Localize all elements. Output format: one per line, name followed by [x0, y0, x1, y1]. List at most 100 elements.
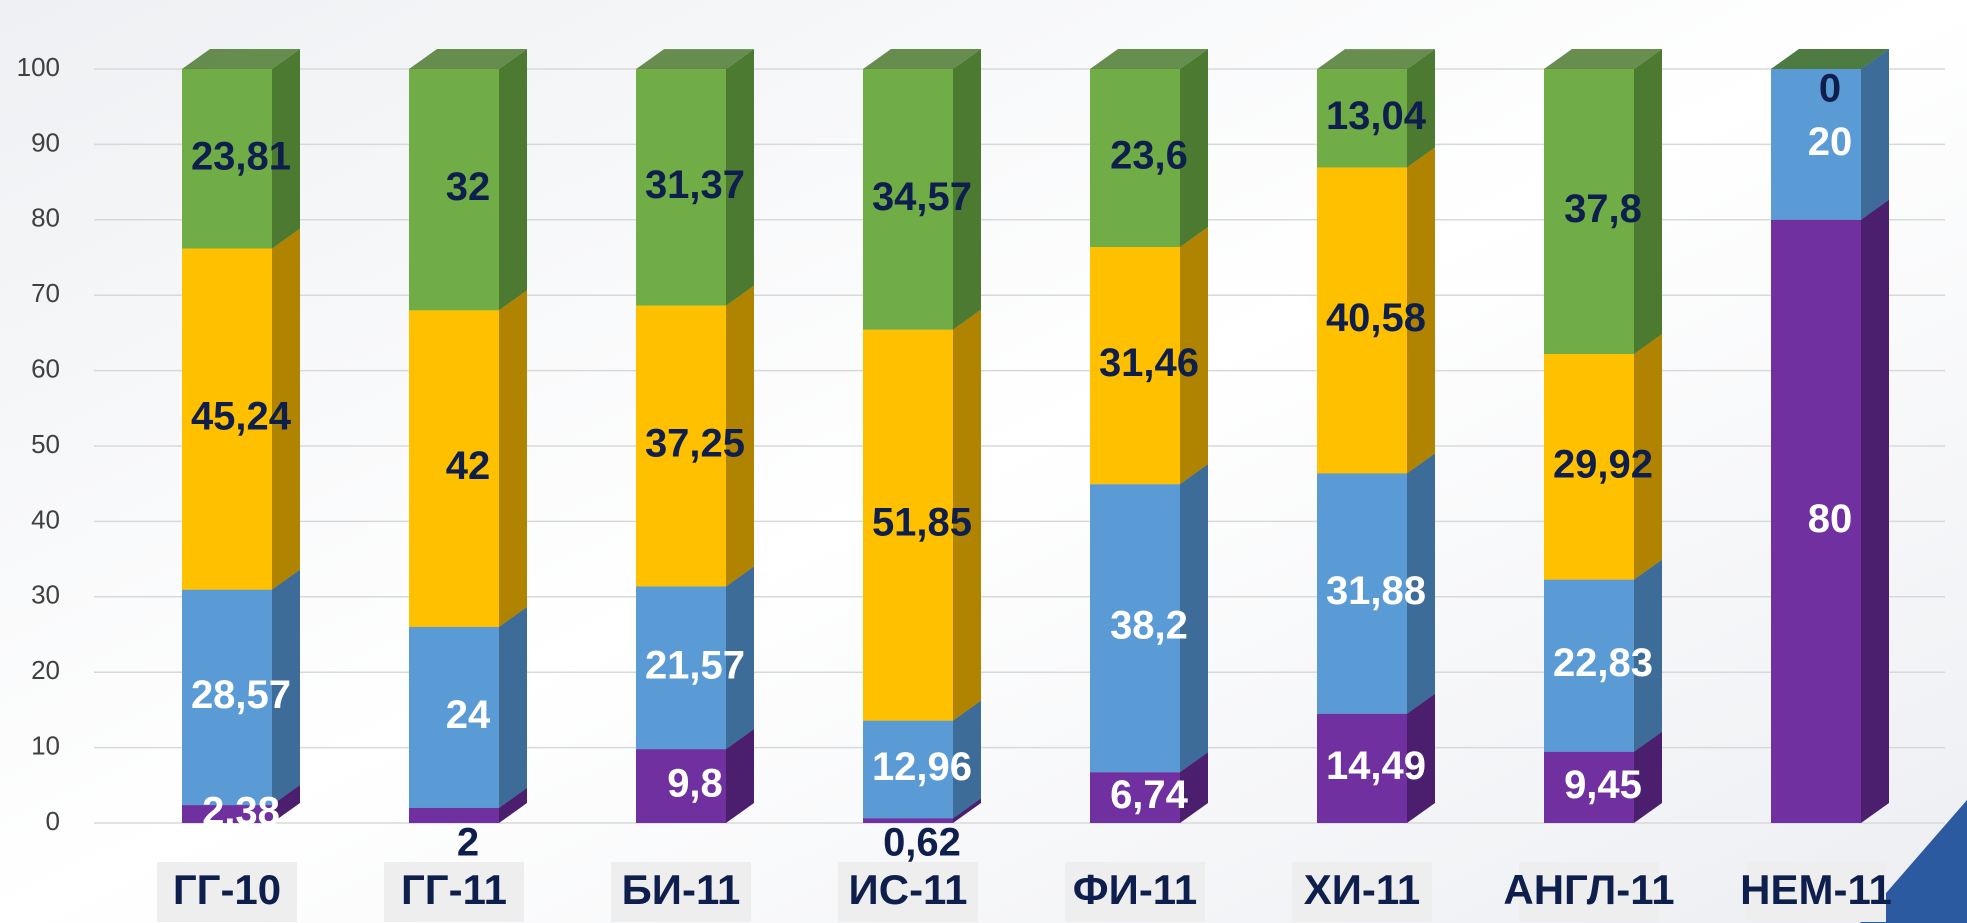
data-label: 20: [1808, 120, 1853, 164]
bar-side: [499, 290, 527, 627]
bar-side: [726, 49, 754, 306]
bar: [636, 749, 726, 823]
bar: [182, 69, 272, 249]
data-label: 51,85: [872, 501, 972, 545]
y-tick-label: 80: [31, 203, 60, 233]
bar-top: [1544, 49, 1662, 69]
bar: [182, 589, 272, 806]
bar-top: [1090, 49, 1208, 69]
data-label: 14,49: [1326, 744, 1426, 788]
bar-top: [863, 49, 981, 69]
data-label: 2: [457, 821, 479, 865]
data-label: 37,25: [645, 422, 745, 466]
bar-side: [1634, 559, 1662, 752]
data-label: 40,58: [1326, 296, 1426, 340]
bar: [409, 807, 499, 823]
y-tick-label: 100: [17, 52, 60, 82]
bar: [1317, 713, 1407, 823]
bar: [863, 329, 953, 721]
bar: [1544, 579, 1634, 752]
y-tick-label: 60: [31, 353, 60, 383]
data-label: 31,88: [1326, 569, 1426, 613]
y-tick-label: 10: [31, 730, 60, 760]
bar-side: [1634, 334, 1662, 580]
x-tick-label-bg: [1292, 862, 1432, 922]
x-tick-label: НЕМ-11: [1740, 866, 1892, 913]
data-label: 29,92: [1553, 442, 1653, 486]
bar-side: [1634, 49, 1662, 355]
bar-side: [1180, 226, 1208, 485]
data-label: 2,38: [202, 790, 280, 834]
bar: [1090, 69, 1180, 247]
bar: [1090, 772, 1180, 823]
corner-decoration: [1860, 800, 1967, 923]
data-label: 80: [1808, 497, 1853, 541]
bar-side: [1180, 752, 1208, 823]
data-label: 9,8: [667, 762, 723, 806]
x-tick-label: ГГ-10: [173, 866, 281, 913]
data-label: 31,46: [1099, 341, 1199, 385]
bar-side: [499, 787, 527, 823]
bar: [1317, 69, 1407, 168]
bar-top: [409, 49, 527, 69]
bar-top: [636, 49, 754, 70]
data-label: 0,62: [883, 821, 961, 865]
bar: [863, 818, 953, 823]
x-tick-label-bg: [157, 862, 297, 922]
bar: [182, 248, 272, 590]
bar: [636, 69, 726, 306]
bar-side: [272, 785, 300, 823]
y-tick-label: 90: [31, 127, 60, 157]
bar: [1771, 219, 1861, 824]
bar-side: [953, 49, 981, 330]
bar-side: [1180, 49, 1208, 247]
bar: [409, 310, 499, 627]
x-tick-label: БИ-11: [622, 866, 741, 913]
data-label: 9,45: [1564, 763, 1642, 807]
y-tick-label: 70: [31, 278, 60, 308]
x-tick-label: ФИ-11: [1073, 866, 1197, 913]
bar-side: [1634, 731, 1662, 823]
x-tick-label-bg: [384, 862, 524, 922]
bar-top: [1317, 49, 1435, 70]
x-tick-label-bg: [611, 862, 751, 922]
bar-side: [1407, 49, 1435, 168]
y-tick-label: 0: [46, 806, 60, 836]
x-tick-label: ГГ-11: [401, 866, 507, 913]
bar: [409, 626, 499, 808]
bar-side: [1861, 199, 1889, 824]
data-label: 22,83: [1553, 641, 1653, 685]
bar-side: [1407, 453, 1435, 714]
bar-side: [1407, 147, 1435, 474]
bar-side: [499, 606, 527, 808]
bar-side: [499, 49, 527, 311]
data-label: 28,57: [191, 673, 291, 717]
x-tick-label-bg: [1746, 862, 1886, 922]
bar-side: [953, 700, 981, 819]
x-tick-label: ХИ-11: [1304, 866, 1421, 913]
bar-side: [272, 228, 300, 590]
data-label: 42: [446, 444, 491, 488]
x-tick-label-bg: [1065, 862, 1205, 922]
bar: [863, 69, 953, 330]
bar-side: [953, 798, 981, 823]
x-tick-label: АНГЛ-11: [1503, 866, 1674, 913]
x-tick-label-bg: [838, 862, 978, 922]
data-label: 21,57: [645, 643, 745, 687]
data-label: 38,2: [1110, 604, 1188, 648]
data-label: 6,74: [1110, 773, 1189, 817]
bar-side: [1180, 464, 1208, 773]
bar: [1544, 751, 1634, 823]
data-label: 23,81: [191, 134, 291, 178]
data-label: 37,8: [1564, 187, 1642, 231]
bar: [1771, 69, 1861, 220]
data-label: 23,6: [1110, 134, 1188, 178]
bar: [1317, 167, 1407, 474]
bar: [182, 805, 272, 823]
x-tick-label: ИС-11: [849, 866, 968, 913]
bar-side: [272, 49, 300, 249]
bar-side: [953, 309, 981, 721]
bar: [1317, 473, 1407, 714]
